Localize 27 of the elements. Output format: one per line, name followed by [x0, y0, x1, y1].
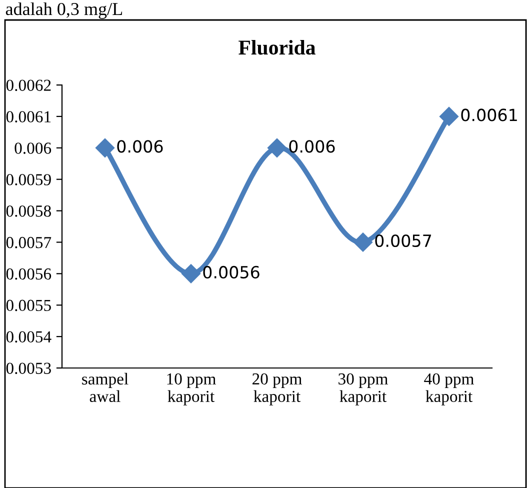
text: adalah 0,3 mg/L — [6, 2, 122, 19]
y-tick-label: 0.0058 — [6, 205, 51, 217]
x-tick-label: 10 ppm kaporit — [167, 373, 216, 406]
y-tick-label: 0.0059 — [6, 174, 51, 186]
data-label: 0.0056 — [203, 266, 260, 279]
y-tick-label: 0.0055 — [6, 300, 51, 312]
y-tick-label: 0.0053 — [6, 362, 51, 374]
y-tick-label: 0.0056 — [6, 268, 52, 280]
point — [353, 232, 373, 252]
chart-title: Fluorida — [238, 40, 316, 55]
data-label: 0.0061 — [461, 108, 517, 122]
point — [439, 106, 459, 126]
x-tick-label: 30 ppm kaporit — [338, 373, 388, 406]
y-tick-label: 0.0054 — [6, 331, 52, 343]
x-tick-label: 40 ppm kaporit — [424, 373, 474, 406]
data-label: 0.006 — [289, 140, 335, 153]
y-tick-label: 0.0061 — [6, 111, 51, 122]
point — [267, 138, 287, 158]
y-tick-label: 0.006 — [14, 142, 52, 154]
x-tick-label: 20 ppm kaporit — [252, 373, 302, 406]
data-label: 0.006 — [117, 140, 163, 153]
y-tick-label: 0.0062 — [6, 80, 51, 92]
y-tick-label: 0.0057 — [6, 236, 52, 248]
point — [181, 264, 201, 284]
data-label: 0.0057 — [375, 234, 432, 248]
x-tick-label: sampel awal — [82, 372, 128, 402]
point — [95, 138, 115, 158]
